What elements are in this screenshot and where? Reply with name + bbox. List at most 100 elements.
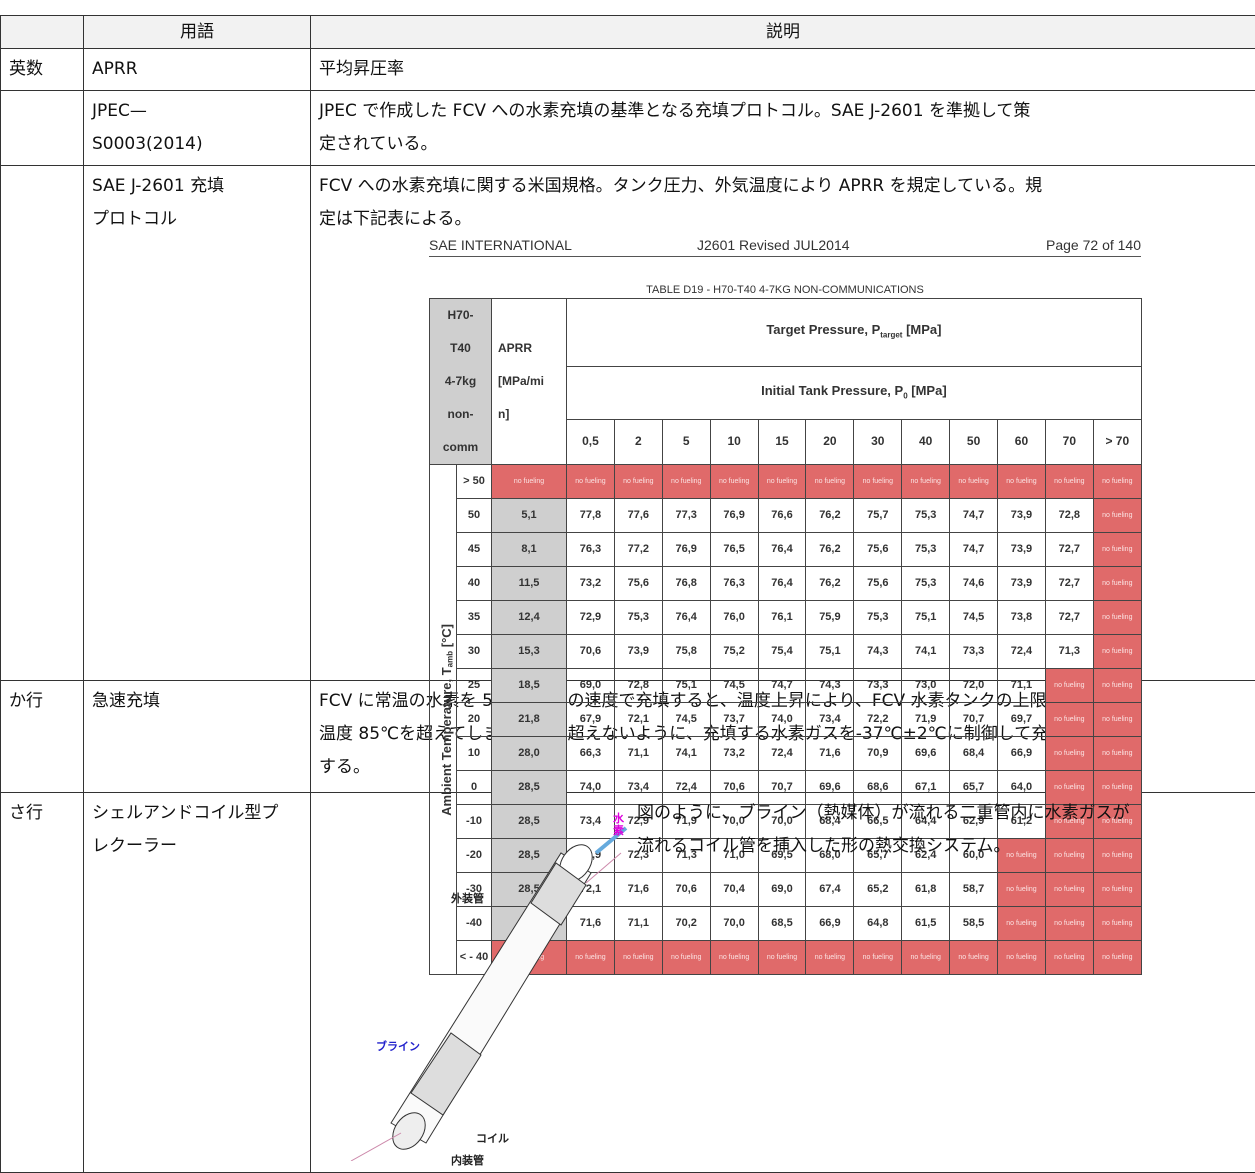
pressure: 15 xyxy=(758,419,806,464)
coil-drawing xyxy=(331,793,631,1161)
header-cell xyxy=(1,16,84,49)
pressure: 60 xyxy=(998,419,1046,464)
cell: 75,3 xyxy=(854,601,902,635)
cell: no fueling xyxy=(1093,635,1141,669)
group-cell xyxy=(1,166,84,681)
description-cell: 外装管水素ブラインコイル内装管図のように、ブライン（熱媒体）が流れる二重管内に水… xyxy=(311,793,1255,1173)
cell: 73,3 xyxy=(854,669,902,703)
axis-label: Ambient Temperature, Tamb [°C] xyxy=(430,624,467,816)
cell: 74,5 xyxy=(950,601,998,635)
cell: 75,8 xyxy=(662,635,710,669)
sae-header-left: SAE INTERNATIONAL xyxy=(429,236,572,254)
cell: 28,0 xyxy=(492,737,567,771)
cell: 77,6 xyxy=(614,499,662,533)
cell: no fueling xyxy=(1045,737,1093,771)
cell: 72,8 xyxy=(1045,499,1093,533)
group-cell xyxy=(1,91,84,166)
cell: 75,3 xyxy=(614,601,662,635)
group-cell: 英数 xyxy=(1,49,84,91)
term-cell: SAE J-2601 充填プロトコル xyxy=(84,166,311,681)
term-line: レクーラー xyxy=(92,830,302,863)
cell: no fueling xyxy=(902,465,950,499)
term-cell: 急速充填 xyxy=(84,681,311,793)
aprr-header-line: n] xyxy=(498,398,566,431)
cell: 76,5 xyxy=(710,533,758,567)
cell: 76,9 xyxy=(662,533,710,567)
cell: 73,7 xyxy=(710,703,758,737)
temperature: 50 xyxy=(457,499,492,533)
cell: no fueling xyxy=(1045,465,1093,499)
corner-line: H70- xyxy=(430,299,491,332)
coil-figure: 外装管水素ブラインコイル内装管 xyxy=(331,793,631,1161)
term-cell: シェルアンドコイル型プレクーラー xyxy=(84,793,311,1173)
term-line: プロトコル xyxy=(92,203,302,236)
cell: 72,4 xyxy=(998,635,1046,669)
cell: 71,1 xyxy=(614,737,662,771)
cell: no fueling xyxy=(1093,465,1141,499)
pressure: 0,5 xyxy=(567,419,615,464)
cell: 70,9 xyxy=(854,737,902,771)
description-text: 図のように、ブライン（熱媒体）が流れる二重管内に水素ガスが流れるコイル管を挿入し… xyxy=(637,797,1130,863)
cell: 76,4 xyxy=(758,567,806,601)
cell: 75,1 xyxy=(662,669,710,703)
cell: no fueling xyxy=(1093,737,1141,771)
cell: 76,2 xyxy=(806,567,854,601)
cell: no fueling xyxy=(710,465,758,499)
cell: 75,6 xyxy=(854,567,902,601)
cell: 21,8 xyxy=(492,703,567,737)
figure-label: 外装管 xyxy=(451,893,484,905)
cell: no fueling xyxy=(1093,567,1141,601)
pressure: 10 xyxy=(710,419,758,464)
term-cell: JPEC—S0003(2014) xyxy=(84,91,311,166)
cell: 5,1 xyxy=(492,499,567,533)
cell: 72,8 xyxy=(614,669,662,703)
axis-label-sub: amb xyxy=(446,650,455,666)
pressure: 30 xyxy=(854,419,902,464)
cell: 74,3 xyxy=(806,669,854,703)
aprr-header-line: APRR xyxy=(498,332,566,365)
target-pressure-sub: target xyxy=(880,331,902,340)
cell: 74,7 xyxy=(950,533,998,567)
cell: 76,4 xyxy=(662,601,710,635)
description-line: 流れるコイル管を挿入した形の熱交換システム。 xyxy=(637,830,1130,863)
axis-label-unit: [°C] xyxy=(439,624,454,651)
cell: no fueling xyxy=(1093,499,1141,533)
cell: 76,4 xyxy=(758,533,806,567)
cell: 75,3 xyxy=(902,533,950,567)
cell: 74,1 xyxy=(902,635,950,669)
cell: 72,7 xyxy=(1045,567,1093,601)
cell: no fueling xyxy=(567,465,615,499)
cell: 76,2 xyxy=(806,533,854,567)
sae-header-right: Page 72 of 140 xyxy=(1046,236,1141,254)
cell: 76,2 xyxy=(806,499,854,533)
description-cell: 平均昇圧率 xyxy=(311,49,1255,91)
cell: 72,0 xyxy=(950,669,998,703)
cell: 73,9 xyxy=(998,567,1046,601)
cell: 71,9 xyxy=(902,703,950,737)
group-cell: さ行 xyxy=(1,793,84,1173)
cell: no fueling xyxy=(1093,669,1141,703)
cell: no fueling xyxy=(614,465,662,499)
initial-pressure: Initial Tank Pressure, P0 [MPa] xyxy=(567,366,1142,419)
cell: 75,3 xyxy=(902,567,950,601)
cell: 68,4 xyxy=(950,737,998,771)
pressure: 2 xyxy=(614,419,662,464)
cell: 74,1 xyxy=(662,737,710,771)
cell: 75,9 xyxy=(806,601,854,635)
cell: 18,5 xyxy=(492,669,567,703)
cell: 76,8 xyxy=(662,567,710,601)
cell: 72,7 xyxy=(1045,601,1093,635)
sae-header-center: J2601 Revised JUL2014 xyxy=(697,236,850,254)
cell: no fueling xyxy=(854,465,902,499)
description-line: JPEC で作成した FCV への水素充填の基準となる充填プロトコル。SAE J… xyxy=(319,95,1247,128)
row: JPEC—S0003(2014)JPEC で作成した FCV への水素充填の基準… xyxy=(1,91,1255,166)
cell: 76,9 xyxy=(710,499,758,533)
cell: no fueling xyxy=(806,465,854,499)
group: さ行 xyxy=(9,797,75,830)
